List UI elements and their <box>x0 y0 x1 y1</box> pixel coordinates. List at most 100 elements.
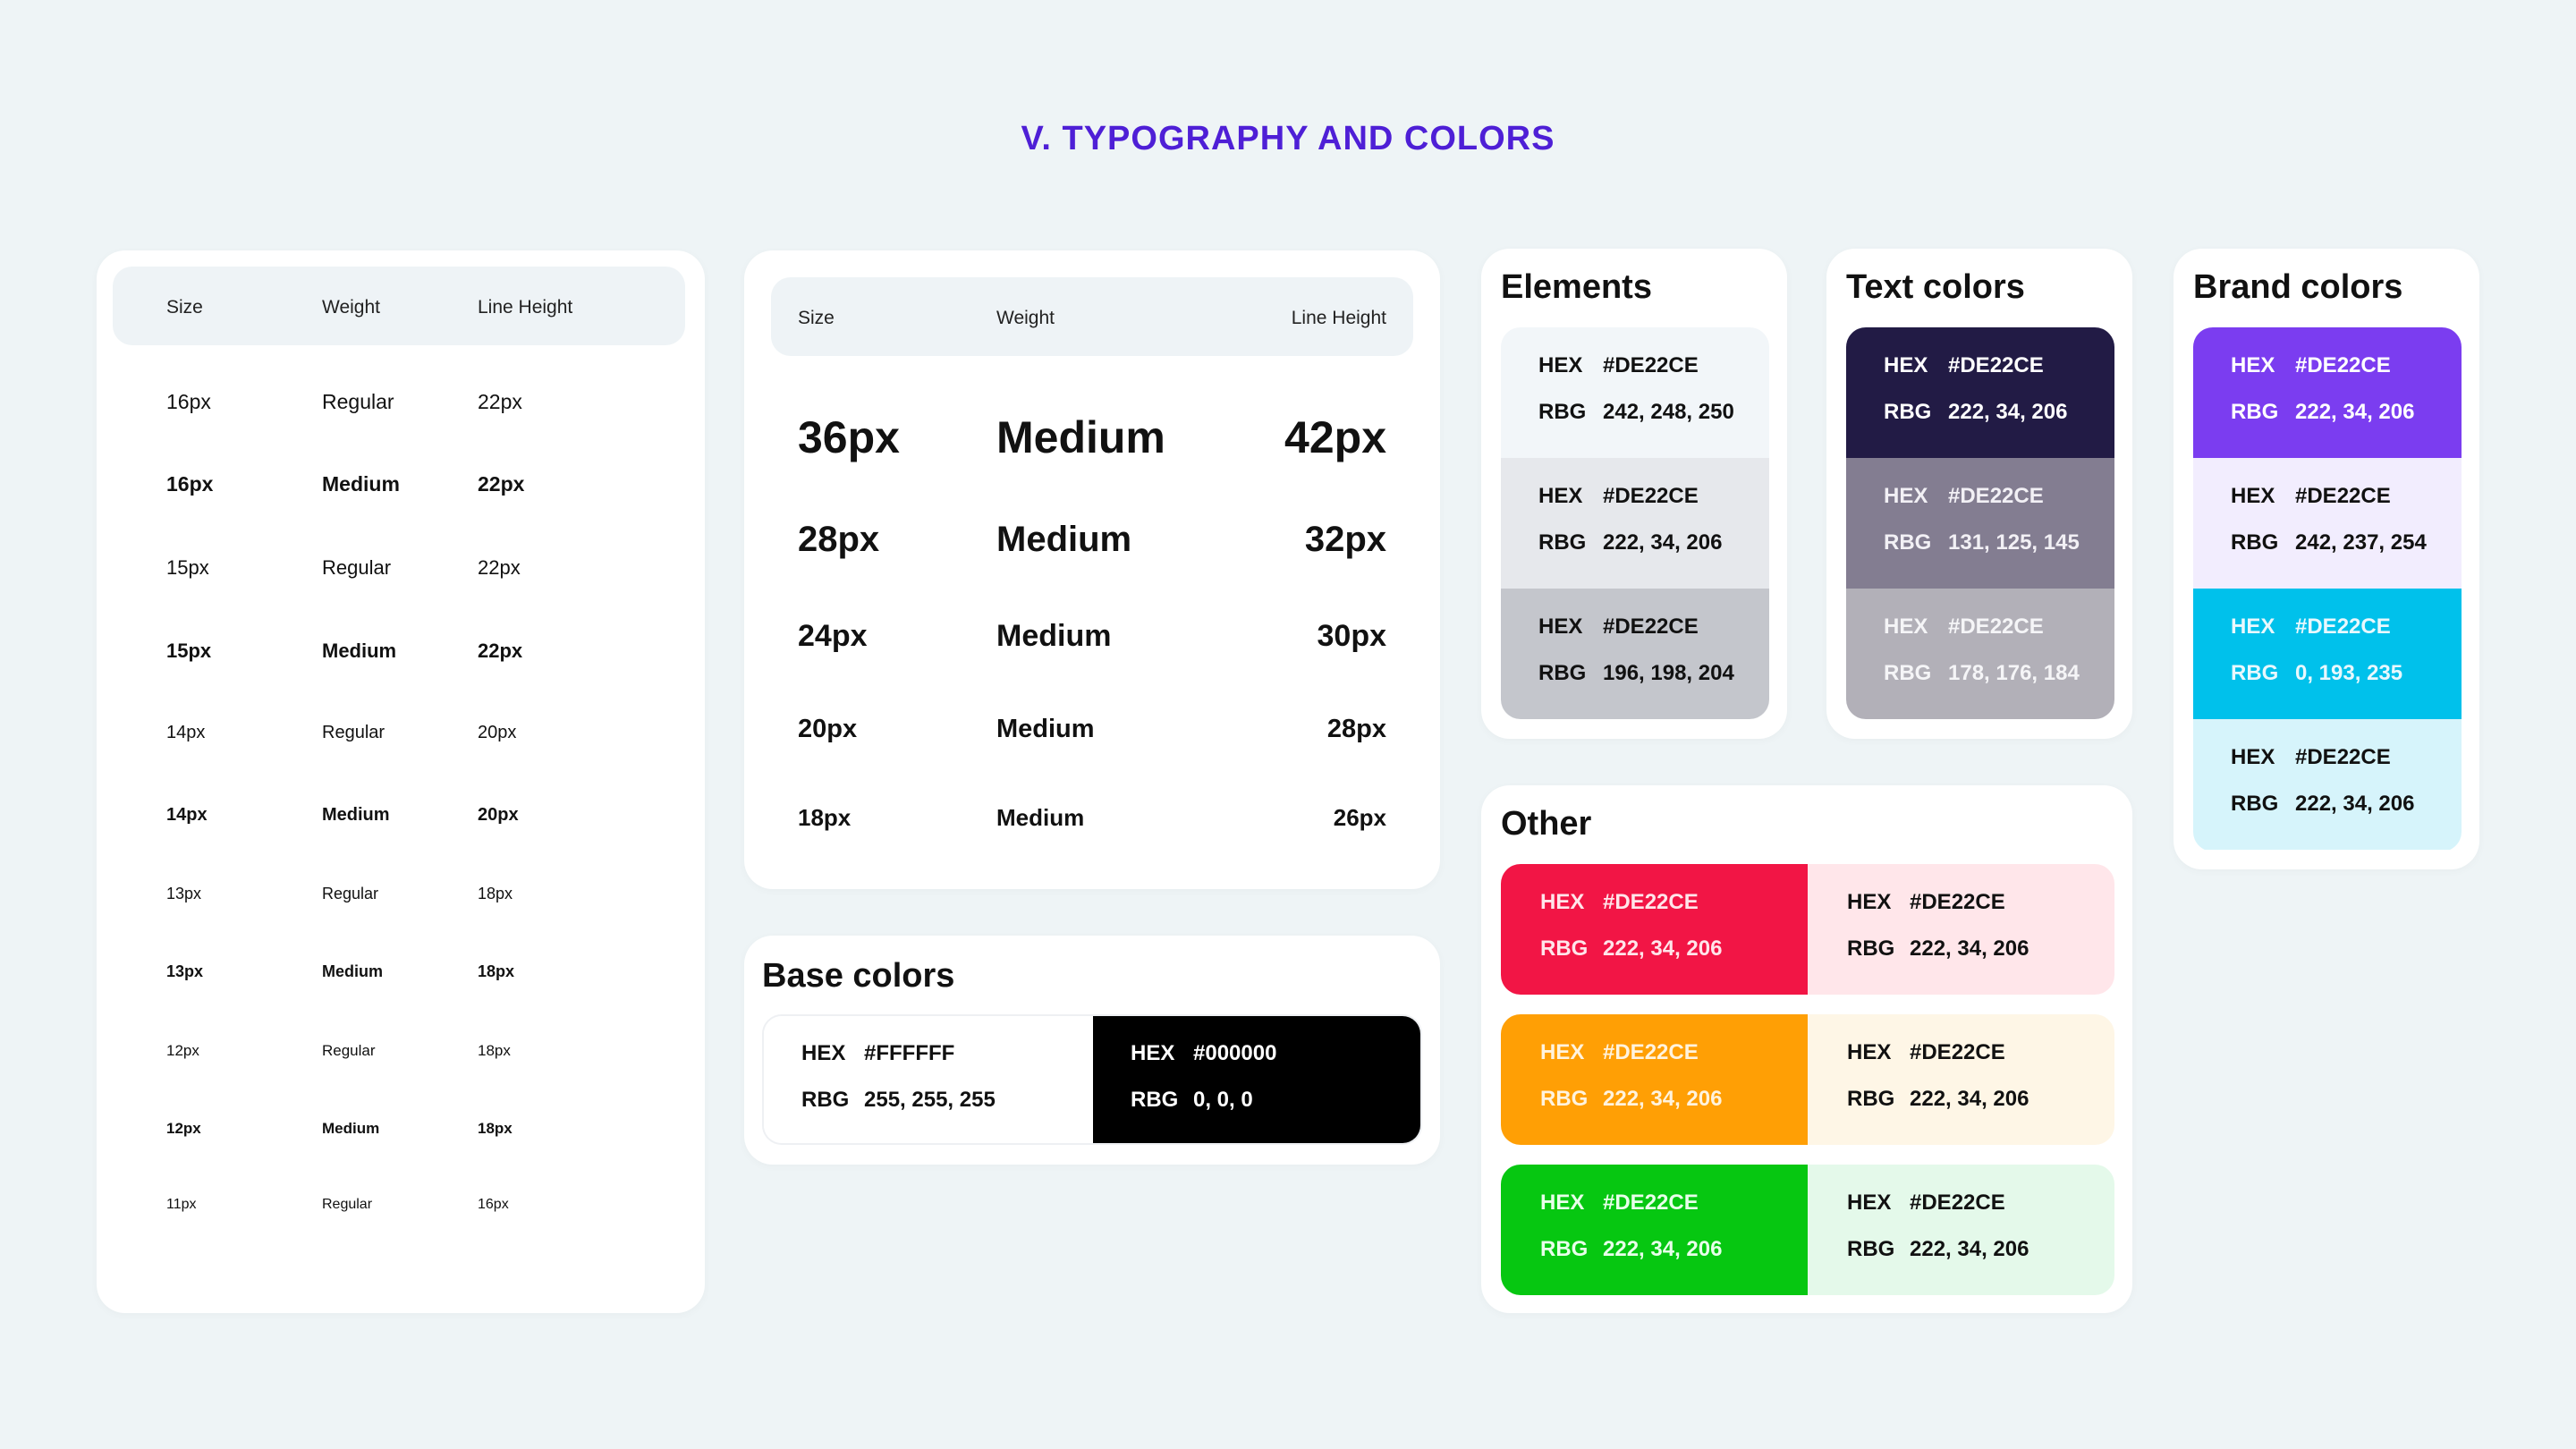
row-weight: Regular <box>322 1197 373 1213</box>
color-swatch: HEX #DE22CE RBG 222, 34, 206 <box>2193 327 2462 458</box>
hex-value: #DE22CE <box>1603 484 1699 508</box>
color-swatch: HEX #DE22CE RBG 222, 34, 206 <box>1808 1014 2114 1145</box>
small-table-row: 13px Regular 18px <box>97 885 705 920</box>
row-line-height: 22px <box>478 555 521 579</box>
row-weight: Regular <box>322 1041 376 1059</box>
row-size: 15px <box>166 639 212 662</box>
hex-value: #DE22CE <box>1910 1191 2005 1215</box>
hex-value: #000000 <box>1193 1041 1277 1065</box>
color-swatch: HEX #DE22CE RBG 178, 176, 184 <box>1846 589 2114 719</box>
row-size: 28px <box>798 520 880 559</box>
header-line-height: Line Height <box>478 297 573 318</box>
row-size: 16px <box>166 390 211 414</box>
row-line-height: 32px <box>1304 520 1386 559</box>
text-colors-swatch-group: HEX #DE22CE RBG 222, 34, 206 HEX #DE22CE RBG 13… <box>1846 327 2114 719</box>
hex-value: #DE22CE <box>1948 353 2044 377</box>
hex-value: #DE22CE <box>2295 484 2391 508</box>
small-table-row: 12px Regular 18px <box>97 1042 705 1078</box>
hex-value: #DE22CE <box>1948 614 2044 639</box>
small-table-row: 11px Regular 16px <box>97 1197 705 1233</box>
other-color-pair: HEX #DE22CE RBG 222, 34, 206 HEX #DE22CE RBG 22… <box>1501 1014 2114 1145</box>
rgb-value: 131, 125, 145 <box>1948 530 2080 555</box>
brand-colors-card: Brand colors HEX #DE22CE RBG 222, 34, 206 HE… <box>2174 249 2479 869</box>
small-type-scale-card: Size Weight Line Height 16px Regular 22px 1… <box>97 250 705 1313</box>
other-color-pair: HEX #DE22CE RBG 222, 34, 206 HEX #DE22CE RBG 22… <box>1501 864 2114 995</box>
rgb-label: RBG <box>1884 400 1932 424</box>
color-swatch: HEX #DE22CE RBG 222, 34, 206 <box>1501 864 1808 995</box>
brand-colors-title: Brand colors <box>2193 268 2403 306</box>
row-weight: Medium <box>996 714 1095 743</box>
brand-colors-swatch-group: HEX #DE22CE RBG 222, 34, 206 HEX #DE22CE RBG 24… <box>2193 327 2462 852</box>
rgb-label: RBG <box>1847 936 1895 961</box>
hex-value: #DE22CE <box>2295 353 2391 377</box>
color-swatch: HEX #DE22CE RBG 222, 34, 206 <box>1808 864 2114 995</box>
hex-label: HEX <box>1884 614 1928 639</box>
header-size: Size <box>166 297 203 318</box>
rgb-value: 255, 255, 255 <box>864 1088 996 1112</box>
row-size: 14px <box>166 805 208 825</box>
hex-label: HEX <box>2231 614 2275 639</box>
rgb-value: 222, 34, 206 <box>1603 1237 1723 1261</box>
rgb-value: 222, 34, 206 <box>1910 936 2029 961</box>
rgb-value: 222, 34, 206 <box>1910 1237 2029 1261</box>
elements-card: Elements HEX #DE22CE RBG 242, 248, 250 HEX #D… <box>1481 249 1787 739</box>
row-line-height: 20px <box>478 805 519 825</box>
elements-title: Elements <box>1501 268 1652 306</box>
large-table-row: 36px Medium 42px <box>744 411 1440 470</box>
hex-label: HEX <box>1131 1041 1175 1065</box>
small-table-row: 13px Medium 18px <box>97 962 705 998</box>
color-swatch: HEX #000000 RBG 0, 0, 0 <box>1093 1016 1420 1143</box>
rgb-value: 222, 34, 206 <box>1603 530 1723 555</box>
row-size: 12px <box>166 1119 201 1137</box>
hex-value: #FFFFFF <box>864 1041 955 1065</box>
row-size: 12px <box>166 1041 199 1059</box>
row-line-height: 18px <box>478 962 515 981</box>
hex-label: HEX <box>1884 484 1928 508</box>
row-line-height: 28px <box>1326 714 1386 743</box>
hex-label: HEX <box>2231 353 2275 377</box>
rgb-value: 222, 34, 206 <box>1603 936 1723 961</box>
row-line-height: 18px <box>478 885 513 903</box>
base-colors-card: Base colors HEX #FFFFFF RBG 255, 255, 255 HE… <box>744 936 1440 1165</box>
rgb-value: 222, 34, 206 <box>1948 400 2068 424</box>
rgb-value: 222, 34, 206 <box>1910 1087 2029 1111</box>
rgb-value: 196, 198, 204 <box>1603 661 1734 685</box>
rgb-label: RBG <box>2231 400 2279 424</box>
hex-label: HEX <box>1847 1040 1892 1064</box>
hex-value: #DE22CE <box>2295 745 2391 769</box>
color-swatch: HEX #DE22CE RBG 222, 34, 206 <box>2193 719 2462 850</box>
row-weight: Medium <box>322 805 390 825</box>
hex-label: HEX <box>1847 1191 1892 1215</box>
rgb-label: RBG <box>1847 1237 1895 1261</box>
text-colors-title: Text colors <box>1846 268 2025 306</box>
page-title: V. TYPOGRAPHY AND COLORS <box>1021 120 1555 157</box>
base-colors-title: Base colors <box>762 957 955 995</box>
hex-label: HEX <box>1847 890 1892 914</box>
row-line-height: 22px <box>478 390 522 414</box>
hex-label: HEX <box>2231 484 2275 508</box>
color-swatch: HEX #DE22CE RBG 222, 34, 206 <box>1846 327 2114 458</box>
color-swatch: HEX #DE22CE RBG 242, 248, 250 <box>1501 327 1769 458</box>
hex-label: HEX <box>1538 614 1583 639</box>
hex-label: HEX <box>1538 484 1583 508</box>
text-colors-card: Text colors HEX #DE22CE RBG 222, 34, 206 HEX… <box>1826 249 2132 739</box>
large-type-scale-card: Size Weight Line Height 36px Medium 42px 28… <box>744 250 1440 889</box>
rgb-label: RBG <box>1847 1087 1895 1111</box>
other-title: Other <box>1501 805 1592 843</box>
row-line-height: 18px <box>478 1119 513 1137</box>
rgb-value: 222, 34, 206 <box>2295 400 2415 424</box>
small-table-row: 15px Medium 22px <box>97 640 705 675</box>
row-size: 24px <box>798 618 868 653</box>
row-weight: Medium <box>322 639 397 662</box>
row-line-height: 22px <box>478 639 523 662</box>
row-size: 13px <box>166 885 202 903</box>
row-weight: Medium <box>996 412 1165 462</box>
row-weight: Regular <box>322 555 392 579</box>
rgb-label: RBG <box>1538 400 1587 424</box>
color-swatch: HEX #DE22CE RBG 222, 34, 206 <box>1501 1165 1808 1295</box>
hex-label: HEX <box>1538 353 1583 377</box>
row-line-height: 26px <box>1333 804 1386 832</box>
hex-value: #DE22CE <box>1603 614 1699 639</box>
rgb-label: RBG <box>1540 936 1589 961</box>
color-swatch: HEX #DE22CE RBG 0, 193, 235 <box>2193 589 2462 719</box>
